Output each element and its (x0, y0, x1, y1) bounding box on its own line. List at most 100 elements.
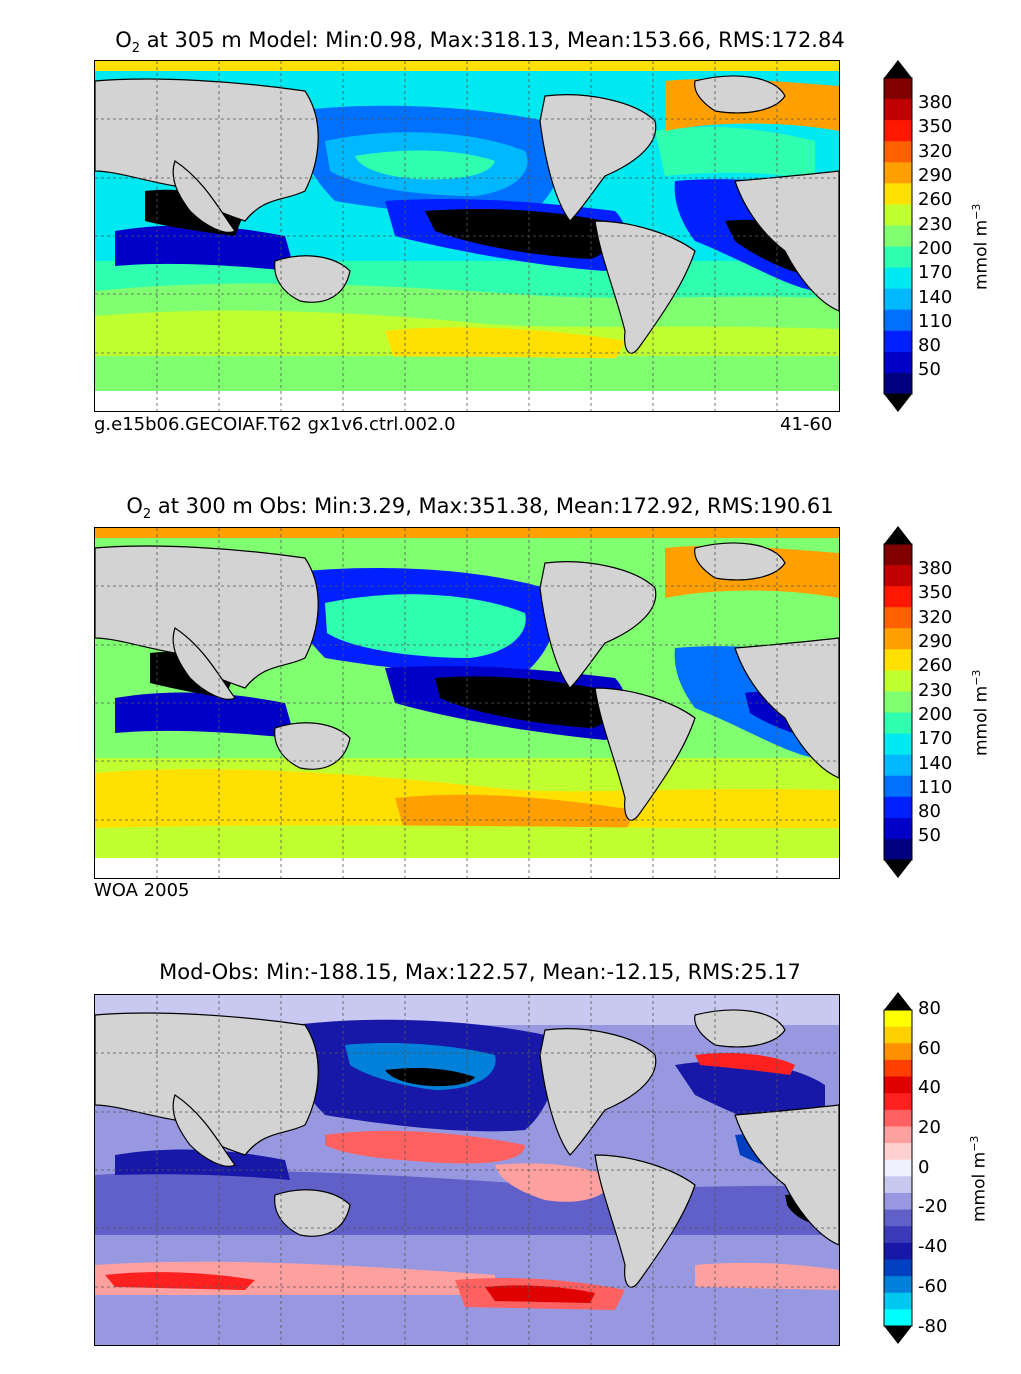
colorbar-swatch (884, 225, 912, 248)
colorbar-swatch (884, 183, 912, 205)
diff-colorbar (883, 992, 913, 1344)
colorbar-swatch (884, 1209, 912, 1227)
colorbar-tick: 20 (918, 1117, 941, 1138)
model-colorbar (883, 60, 913, 412)
model-map (94, 60, 840, 412)
colorbar-tick: 0 (918, 1157, 930, 1178)
colorbar-tick: 320 (918, 141, 953, 162)
colorbar-swatch (884, 1026, 912, 1044)
colorbar-tick: 260 (918, 189, 953, 210)
colorbar-tick: 50 (918, 825, 941, 846)
colorbar-swatch (884, 1292, 912, 1310)
colorbar-swatch (884, 565, 912, 587)
colorbar-tick: 170 (918, 262, 953, 283)
colorbar-swatch (884, 796, 912, 819)
colorbar-tick: 380 (918, 92, 953, 113)
colorbar-swatch (884, 1226, 912, 1244)
colorbar-tick: 230 (918, 680, 953, 701)
colorbar-swatch (884, 544, 912, 566)
colorbar-swatch (884, 267, 912, 290)
colorbar-tick: 230 (918, 214, 953, 235)
colorbar-swatch (884, 1276, 912, 1294)
colorbar-swatch (884, 1059, 912, 1078)
panel-title: Mod-Obs: Min:-188.15, Max:122.57, Mean:-… (159, 960, 801, 984)
colorbar-swatch (884, 754, 912, 777)
obs-map (94, 527, 840, 879)
colorbar-tick: 200 (918, 704, 953, 725)
obs-colorbar (883, 526, 913, 878)
colorbar-swatch (884, 309, 912, 332)
panel-title: O2 at 300 m Obs: Min:3.29, Max:351.38, M… (126, 494, 834, 523)
colorbar-swatch (884, 141, 912, 163)
colorbar-swatch (884, 1309, 912, 1327)
colorbar-swatch (884, 733, 912, 756)
colorbar-swatch (884, 288, 912, 311)
colorbar-swatch (884, 1126, 912, 1144)
colorbar-tick: 110 (918, 311, 953, 332)
colorbar-tick: 60 (918, 1038, 941, 1059)
colorbar-swatch (884, 1093, 912, 1111)
colorbar-swatch (884, 649, 912, 671)
colorbar-swatch (884, 691, 912, 714)
colorbar-graphic (883, 992, 913, 1344)
colorbar-tick: 40 (918, 1077, 941, 1098)
colorbar-swatch (884, 372, 912, 395)
diff-map (94, 994, 840, 1346)
colorbar-unit: mmol m−3 (968, 1135, 990, 1222)
colorbar-graphic (883, 526, 913, 878)
colorbar-swatch (884, 1143, 912, 1161)
colorbar-swatch (884, 1076, 912, 1094)
colorbar-tick: 290 (918, 631, 953, 652)
panel-title: O2 at 305 m Model: Min:0.98, Max:318.13,… (115, 28, 845, 57)
colorbar-swatch (884, 1109, 912, 1127)
colorbar-swatch (884, 607, 912, 629)
colorbar-tick: 170 (918, 728, 953, 749)
model-years-label: 41-60 (780, 414, 833, 435)
colorbar-tick: 140 (918, 287, 953, 308)
colorbar-tick: 200 (918, 238, 953, 259)
colorbar-swatch (884, 775, 912, 798)
colorbar-swatch (884, 670, 912, 692)
colorbar-tick: 260 (918, 655, 953, 676)
colorbar-swatch (884, 351, 912, 374)
colorbar-tick: 80 (918, 998, 941, 1019)
colorbar-swatch (884, 78, 912, 100)
colorbar-tick: 350 (918, 116, 953, 137)
obs-source-label: WOA 2005 (94, 880, 190, 901)
colorbar-swatch (884, 99, 912, 121)
colorbar-unit: mmol m−3 (970, 203, 992, 290)
colorbar-tick: 320 (918, 607, 953, 628)
colorbar-tick: 380 (918, 558, 953, 579)
colorbar-swatch (884, 330, 912, 353)
colorbar-swatch (884, 162, 912, 184)
colorbar-tick: 290 (918, 165, 953, 186)
colorbar-swatch (884, 204, 912, 226)
colorbar-swatch (884, 1043, 912, 1061)
colorbar-graphic (883, 60, 913, 412)
colorbar-swatch (884, 1242, 912, 1260)
colorbar-tick: 50 (918, 359, 941, 380)
colorbar-swatch (884, 1010, 912, 1028)
colorbar-tick: 80 (918, 335, 941, 356)
colorbar-swatch (884, 120, 912, 142)
colorbar-swatch (884, 586, 912, 608)
colorbar-swatch (884, 838, 912, 861)
colorbar-swatch (884, 817, 912, 840)
colorbar-swatch (884, 712, 912, 735)
colorbar-swatch (884, 1192, 912, 1211)
model-case-label: g.e15b06.GECOIAF.T62 gx1v6.ctrl.002.0 (94, 414, 456, 435)
colorbar-swatch (884, 1259, 912, 1277)
colorbar-unit: mmol m−3 (970, 669, 992, 756)
colorbar-tick: 350 (918, 582, 953, 603)
colorbar-tick: -20 (918, 1196, 948, 1217)
colorbar-swatch (884, 1159, 912, 1177)
colorbar-tick: 140 (918, 753, 953, 774)
colorbar-tick: -80 (918, 1316, 948, 1337)
colorbar-swatch (884, 1176, 912, 1194)
colorbar-swatch (884, 246, 912, 269)
colorbar-tick: -40 (918, 1236, 948, 1257)
colorbar-swatch (884, 628, 912, 650)
colorbar-tick: 80 (918, 801, 941, 822)
colorbar-tick: -60 (918, 1276, 948, 1297)
colorbar-tick: 110 (918, 777, 953, 798)
